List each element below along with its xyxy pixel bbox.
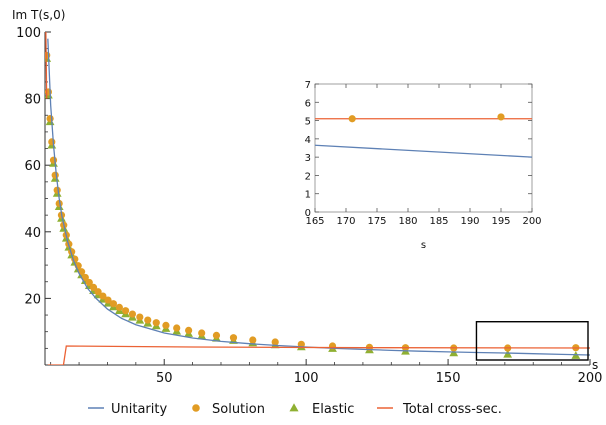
solution-point (51, 171, 59, 179)
solution-point (89, 283, 98, 292)
y-tick-label: 40 (24, 226, 41, 241)
y-tick-label: 80 (24, 93, 41, 108)
inset-plot: 165 170 175 180 185 190 195 200 0 1 2 3 4 5 6 7 s (305, 80, 542, 251)
legend-label: Unitarity (111, 402, 167, 417)
inset-y-tick-label: 5 (305, 117, 311, 128)
solution-point (55, 199, 63, 208)
y-tick-label: 20 (24, 292, 41, 307)
solution-point (48, 138, 56, 146)
total-cross-section-line (47, 345, 590, 365)
legend: Unitarity Solution Elastic Total cross-sec. (88, 402, 502, 417)
solution-point (99, 292, 107, 300)
inset-x-tick-label: 165 (305, 216, 324, 227)
solution-point (85, 278, 93, 287)
solution-point (162, 321, 170, 329)
total-cross-section-edge (45, 31, 48, 99)
inset-x-axis-title: s (421, 240, 426, 251)
solution-point (122, 307, 130, 315)
inset-unitarity-line (314, 144, 533, 158)
legend-label: Elastic (312, 402, 354, 417)
solution-point (45, 88, 53, 96)
solution-point (136, 313, 144, 321)
x-tick-label: 50 (156, 371, 173, 386)
main-plot-area (45, 31, 590, 365)
inset-x-tick-label: 175 (367, 216, 386, 227)
y-tick-label: 100 (16, 26, 41, 41)
legend-label: Solution (212, 402, 265, 417)
solution-point (173, 324, 181, 332)
inset-x-tick-label: 190 (460, 216, 479, 227)
y-axis-title: Im T(s,0) (12, 8, 65, 22)
solution-point (229, 334, 238, 342)
inset-y-tick-label: 3 (305, 153, 311, 164)
solution-point (53, 186, 61, 194)
inset-x-tick-label: 185 (429, 216, 448, 227)
solution-point (152, 319, 160, 327)
y-tick-label: 60 (24, 159, 41, 174)
legend-swatch (289, 403, 299, 412)
solution-point (115, 303, 123, 311)
inset-y-tick-label: 7 (305, 80, 311, 91)
solution-point (128, 310, 137, 318)
x-tick-label: 200 (578, 371, 603, 386)
solution-point (81, 273, 89, 282)
inset-x-tick-label: 180 (398, 216, 417, 227)
zoom-box (475, 321, 589, 361)
solution-point (49, 156, 58, 164)
solution-point (271, 338, 279, 346)
solution-point (212, 331, 221, 339)
inset-y-tick-label: 4 (305, 135, 311, 146)
inset-y-tick-label: 2 (305, 171, 311, 182)
x-tick-label: 100 (294, 371, 319, 386)
x-tick-label: 150 (436, 371, 461, 386)
solution-point (198, 329, 206, 337)
solution-point (185, 326, 193, 334)
legend-label: Total cross-sec. (402, 402, 502, 417)
inset-solution-point (348, 115, 356, 123)
inset-frame (314, 83, 533, 213)
inset-x-tick-label: 200 (522, 216, 541, 227)
inset-x-tick-label: 195 (491, 216, 510, 227)
solution-point (144, 316, 152, 324)
solution-point (109, 300, 118, 308)
inset-y-tick-label: 6 (305, 98, 311, 109)
unitarity-line (47, 38, 590, 356)
legend-swatch (192, 404, 200, 412)
inset-solution-point (497, 113, 505, 121)
inset-y-tick-label: 1 (305, 190, 311, 201)
inset-x-tick-label: 170 (336, 216, 355, 227)
solution-point (94, 288, 102, 296)
solution-point (104, 296, 112, 304)
x-axis-title: s (592, 358, 598, 372)
solution-point (249, 336, 257, 344)
inset-y-tick-label: 0 (305, 208, 311, 219)
solution-point (46, 114, 54, 123)
